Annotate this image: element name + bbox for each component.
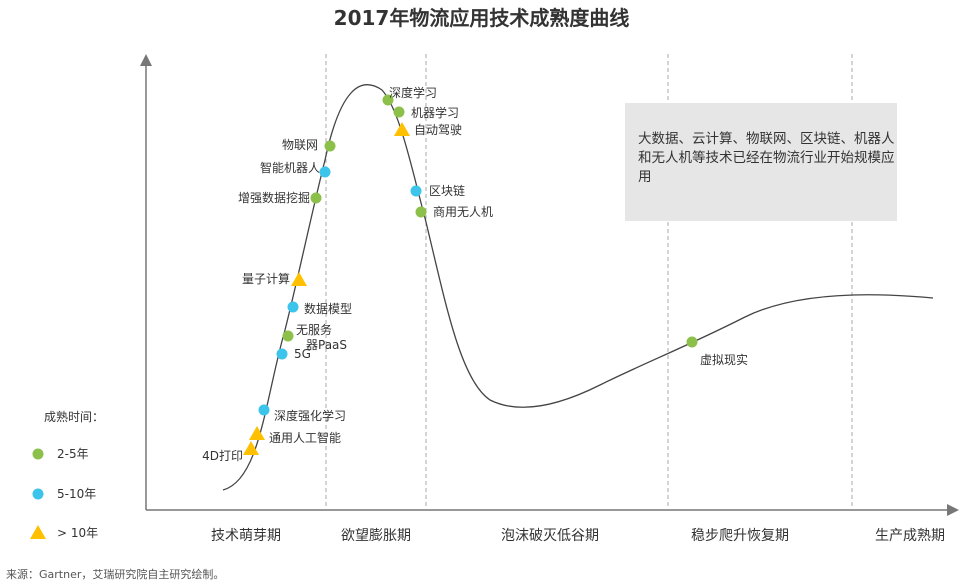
point-10-label: 数据模型 bbox=[304, 301, 352, 316]
point-2-marker bbox=[393, 106, 405, 118]
point-8-marker bbox=[415, 206, 427, 218]
annotation-text: 大数据、云计算、物联网、区块链、机器人和无人机等技术已经在物流行业开始规模应用 bbox=[638, 131, 895, 185]
legend-label-2: 5-10年 bbox=[57, 487, 96, 501]
legend-marker-1 bbox=[32, 448, 44, 460]
legend-label-1: 2-5年 bbox=[57, 447, 89, 461]
phase-label: 技术萌芽期 bbox=[211, 528, 281, 544]
phase-label: 泡沫破灭低谷期 bbox=[501, 528, 599, 544]
point-9-marker bbox=[291, 272, 307, 286]
legend-title: 成熟时间： bbox=[44, 409, 104, 424]
point-6-marker bbox=[310, 192, 322, 204]
point-9-label: 量子计算 bbox=[242, 271, 290, 286]
point-13-marker bbox=[258, 404, 270, 416]
legend-label-3: > 10年 bbox=[57, 526, 98, 540]
point-16-label: 虚拟现实 bbox=[700, 352, 748, 367]
point-8-label: 商用无人机 bbox=[433, 204, 493, 219]
point-2-label: 机器学习 bbox=[411, 105, 459, 120]
point-12-label: 5G bbox=[294, 347, 311, 361]
phase-label: 稳步爬升恢复期 bbox=[691, 527, 789, 544]
point-7-marker bbox=[410, 185, 422, 197]
point-1-marker bbox=[382, 94, 394, 106]
point-7-label: 区块链 bbox=[429, 183, 465, 198]
x-axis-arrow bbox=[947, 504, 959, 516]
phase-label: 生产成熟期 bbox=[875, 528, 945, 544]
point-11-marker bbox=[282, 330, 294, 342]
legend-marker-3 bbox=[30, 525, 46, 539]
point-1-label: 深度学习 bbox=[389, 85, 437, 100]
point-14-marker bbox=[249, 426, 265, 440]
point-15-label: 4D打印 bbox=[202, 449, 243, 463]
phase-label: 欲望膨胀期 bbox=[341, 527, 411, 544]
point-4-marker bbox=[324, 140, 336, 152]
annotation-box bbox=[625, 103, 897, 221]
point-5-label: 智能机器人 bbox=[260, 160, 320, 175]
hype-curve bbox=[222, 84, 934, 491]
point-16-marker bbox=[686, 336, 698, 348]
y-axis-arrow bbox=[140, 54, 152, 66]
legend-marker-2 bbox=[32, 488, 44, 500]
point-3-label: 自动驾驶 bbox=[414, 122, 462, 137]
point-15-marker bbox=[243, 441, 259, 455]
point-12-marker bbox=[276, 348, 288, 360]
point-14-label: 通用人工智能 bbox=[269, 430, 341, 445]
chart-title: 2017年物流应用技术成熟度曲线 bbox=[333, 6, 630, 30]
point-3-marker bbox=[394, 122, 410, 136]
point-4-label: 物联网 bbox=[282, 138, 318, 152]
point-10-marker bbox=[287, 301, 299, 313]
point-13-label: 深度强化学习 bbox=[274, 408, 346, 423]
source-note: 来源：Gartner，艾瑞研究院自主研究绘制。 bbox=[6, 568, 225, 581]
point-5-marker bbox=[319, 166, 331, 178]
point-6-label: 增强数据挖掘 bbox=[238, 190, 310, 205]
point-11-label: 无服务器PaaS bbox=[296, 322, 347, 352]
